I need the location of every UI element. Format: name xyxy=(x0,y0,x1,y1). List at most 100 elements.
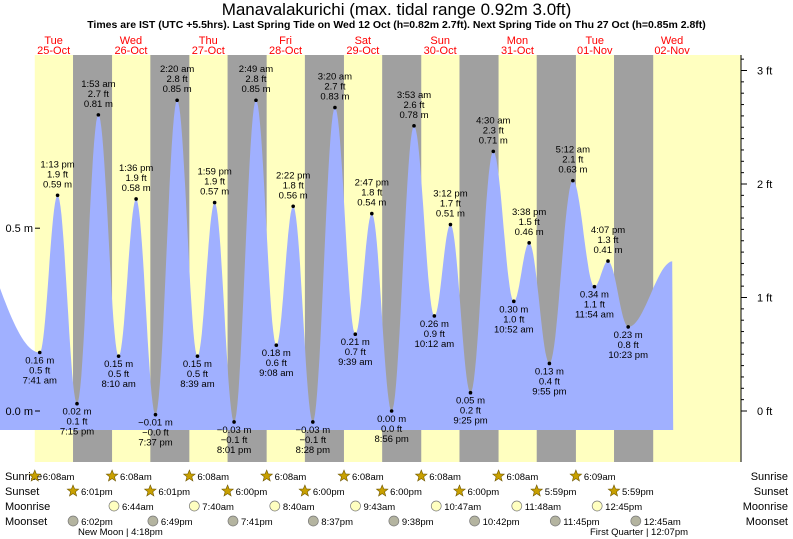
tide-point xyxy=(626,325,630,329)
y-left-tick-label: 0.5 m xyxy=(5,223,33,235)
sunrise-marker xyxy=(492,469,506,482)
tide-label: 2:47 pm xyxy=(355,178,389,189)
moonset-marker xyxy=(307,515,319,527)
tide-label: 0.34 m xyxy=(580,290,609,301)
tide-label: 0.41 m xyxy=(593,245,622,256)
moonset-marker xyxy=(67,515,79,527)
tide-label: 0.02 m xyxy=(62,407,91,418)
tide-point xyxy=(37,350,42,355)
moonrise-marker xyxy=(430,500,442,512)
tide-labels: 0.16 m0.5 ft7:41 am1:13 pm1.9 ft0.59 m0.… xyxy=(23,64,648,456)
moonrise-time: 8:40am xyxy=(283,502,315,513)
day-label-date: 31-Oct xyxy=(501,45,534,57)
sunrise-marker xyxy=(28,469,42,482)
tide-label: 3:12 pm xyxy=(433,189,467,200)
tide-label: 1.9 ft xyxy=(47,169,68,180)
moonset-marker xyxy=(469,515,480,527)
tide-label: 0.83 m xyxy=(320,92,349,103)
tide-label: 0.58 m xyxy=(122,183,151,194)
moonrise-marker xyxy=(511,500,523,512)
tide-label: 1.0 ft xyxy=(503,314,524,325)
sunrise-time: 6:08am xyxy=(352,472,384,483)
moonrise-marker xyxy=(350,500,361,512)
day-label-date: 27-Oct xyxy=(192,45,225,57)
sunset-time: 6:00pm xyxy=(390,487,422,498)
day-label-dow: Thu xyxy=(199,35,218,47)
day-labels: Tue25-OctWed26-OctThu27-OctFri28-OctSat2… xyxy=(37,35,690,57)
tide-point xyxy=(606,259,610,263)
tide-label: 8:28 pm xyxy=(296,445,330,456)
y-right-tick-label: 3 ft xyxy=(757,66,772,78)
tide-point xyxy=(134,197,138,201)
tide-area xyxy=(0,100,674,430)
tide-label: 0.9 ft xyxy=(424,329,445,340)
tide-point xyxy=(153,412,158,417)
tide-label: 8:39 am xyxy=(180,379,214,390)
tide-label: 1:36 pm xyxy=(119,163,153,174)
tide-label: 0.15 m xyxy=(104,359,133,370)
tide-point xyxy=(592,284,597,289)
tide-label: 2.8 ft xyxy=(245,74,266,85)
tide-label: 0.78 m xyxy=(399,110,428,121)
tide-label: 0.56 m xyxy=(279,190,308,201)
tide-label: 3:20 am xyxy=(318,72,352,83)
tide-label: −0.03 m xyxy=(296,425,331,436)
tide-label: 2:22 pm xyxy=(276,170,310,181)
sunrise-time: 6:08am xyxy=(507,472,539,483)
tide-label: 1.7 ft xyxy=(440,199,461,210)
tide-label: 0.18 m xyxy=(262,348,291,359)
tide-label: 2:49 am xyxy=(239,64,273,75)
tide-label: 9:25 pm xyxy=(453,416,487,427)
moonrise-marker xyxy=(269,500,281,512)
tide-label: 1.8 ft xyxy=(283,180,304,191)
day-label-dow: Fri xyxy=(279,35,292,47)
row-label-left: Sunset xyxy=(5,486,39,498)
tide-label: 0.00 m xyxy=(377,414,406,425)
tide-label: 0.46 m xyxy=(515,227,544,238)
day-label-date: 02-Nov xyxy=(654,45,690,57)
moon-phase-new: New Moon | 4:18pm xyxy=(78,527,163,538)
tide-point xyxy=(412,124,416,128)
tide-label: 0.16 m xyxy=(25,356,54,367)
tide-point xyxy=(370,211,374,216)
day-label-date: 28-Oct xyxy=(269,45,302,57)
tide-label: 0.7 ft xyxy=(345,347,366,358)
day-label-dow: Sat xyxy=(355,35,372,47)
sunrise-time: 6:08am xyxy=(197,472,229,483)
tide-label: 0.1 ft xyxy=(66,417,87,428)
row-label-right: Moonset xyxy=(746,516,788,528)
tide-label: 8:10 am xyxy=(101,379,135,390)
tide-point xyxy=(448,222,453,227)
sunrise-time: 6:08am xyxy=(429,472,461,483)
tide-label: 2.7 ft xyxy=(324,82,345,93)
day-label-date: 25-Oct xyxy=(37,45,70,57)
tide-point xyxy=(547,361,552,366)
tide-label: 0.15 m xyxy=(183,359,212,370)
sunset-marker xyxy=(375,484,389,497)
sunset-marker xyxy=(221,484,235,497)
chart-subtitle: Times are IST (UTC +5.5hrs). Last Spring… xyxy=(87,19,706,31)
moonset-time: 8:37pm xyxy=(321,517,353,528)
tide-label: 10:23 pm xyxy=(608,350,648,361)
tide-label: 4:07 pm xyxy=(591,225,625,236)
tide-point xyxy=(195,354,200,358)
tide-point xyxy=(491,149,496,154)
sunrise-marker xyxy=(337,469,351,482)
tide-label: 0.59 m xyxy=(43,179,72,190)
tide-label: 10:52 am xyxy=(494,324,534,335)
moonset-marker xyxy=(630,515,642,527)
tide-label: 0.63 m xyxy=(558,165,587,176)
tide-label: 0.30 m xyxy=(499,304,528,315)
row-label-right: Sunset xyxy=(754,486,788,498)
tide-label: 3:38 pm xyxy=(512,207,546,218)
sunrise-time: 6:08am xyxy=(275,472,307,483)
moonrise-time: 10:47am xyxy=(444,502,481,513)
sunrise-marker xyxy=(182,469,196,482)
row-label-left: Moonset xyxy=(5,516,47,528)
tide-label: 1:13 pm xyxy=(40,159,74,170)
tide-label: 2.7 ft xyxy=(88,89,109,100)
day-label-date: 29-Oct xyxy=(346,45,379,57)
sunrise-marker xyxy=(414,469,428,482)
moonrise-time: 9:43am xyxy=(363,502,395,513)
